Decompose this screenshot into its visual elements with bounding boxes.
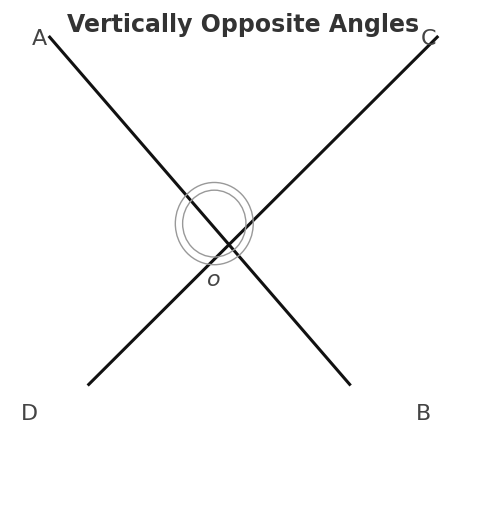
Text: C: C	[421, 29, 436, 48]
Text: o: o	[207, 270, 221, 290]
Text: B: B	[416, 404, 431, 424]
Text: Vertically Opposite Angles: Vertically Opposite Angles	[67, 13, 420, 37]
Text: A: A	[31, 29, 47, 48]
Text: D: D	[20, 404, 38, 424]
